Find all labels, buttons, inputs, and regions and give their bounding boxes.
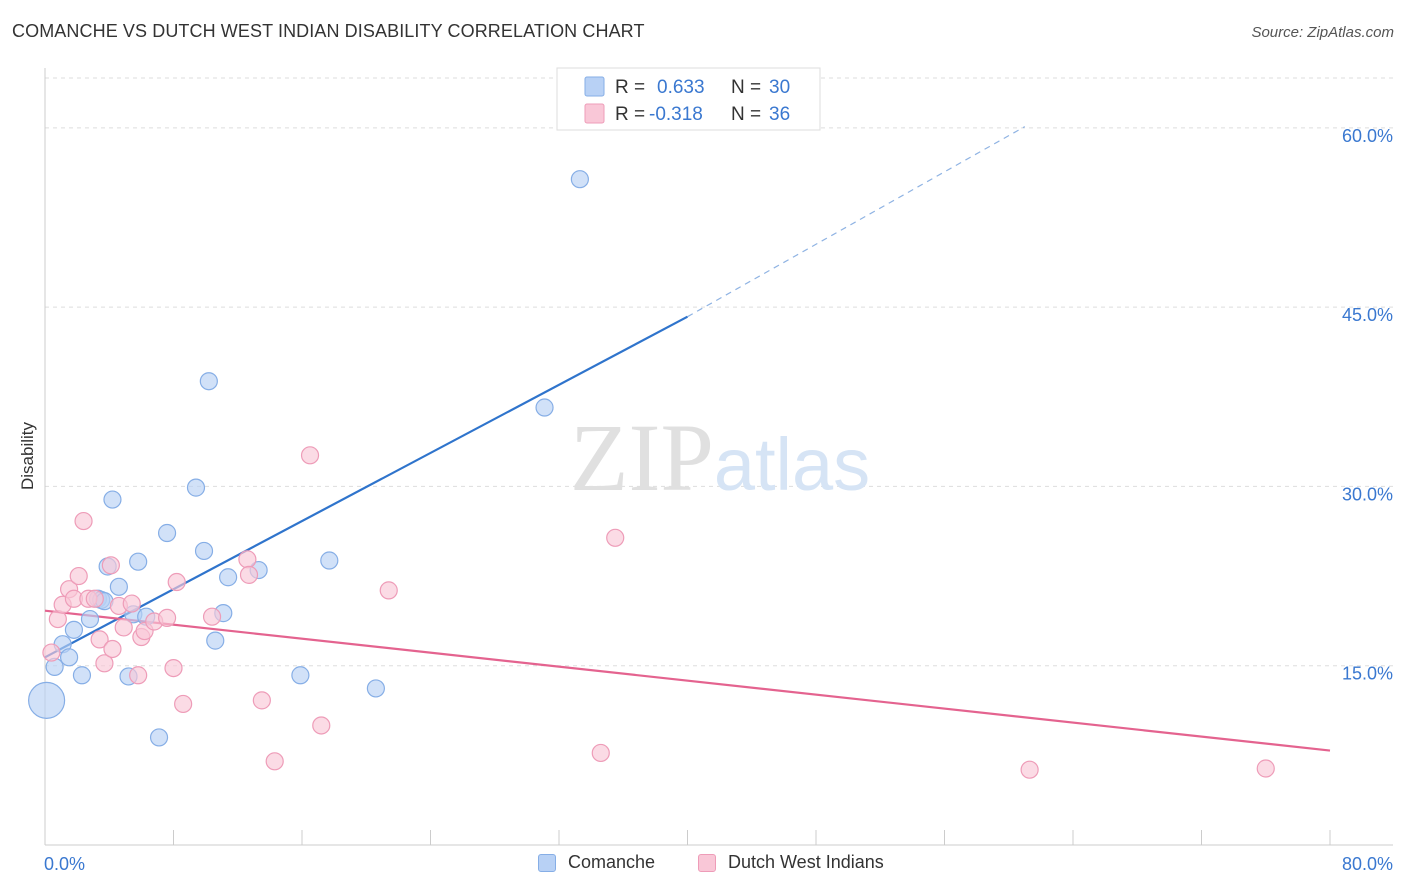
data-point-comanche: [72, 666, 92, 685]
data-point-comanche: [366, 679, 385, 698]
data-point-comanche: [291, 666, 310, 685]
data-point-comanche: [320, 551, 339, 570]
data-point-dutch: [85, 589, 104, 608]
trend-lines: [44, 126, 1331, 752]
watermark: ZIPatlas: [570, 404, 870, 511]
data-point-comanche: [157, 523, 177, 543]
data-point-comanche: [129, 552, 148, 571]
data-point-comanche: [194, 541, 214, 561]
axes: 15.0% 30.0% 45.0% 60.0% 0.0% 80.0%: [44, 68, 1393, 874]
data-point-comanche: [103, 490, 122, 509]
watermark-zip: ZIP: [570, 404, 714, 511]
legend-r-label: R =: [615, 104, 645, 125]
data-point-dutch: [95, 654, 114, 673]
x-tick-label: 80.0%: [1342, 854, 1393, 874]
bottom-legend-label-dutch: Dutch West Indians: [728, 852, 884, 872]
data-point-dutch: [69, 566, 88, 586]
data-point-comanche: [149, 728, 169, 747]
data-point-comanche: [186, 478, 206, 497]
legend-box: R = 0.633 N = 30 R = -0.318 N = 36: [556, 67, 821, 131]
x-tick-label: 0.0%: [44, 854, 85, 874]
data-point-dutch: [74, 511, 93, 531]
legend-row-comanche: R = 0.633 N = 30: [615, 77, 790, 98]
data-point-comanche: [219, 568, 238, 587]
data-point-dutch: [591, 743, 610, 763]
data-point-comanche: [206, 631, 225, 650]
bottom-legend-label-comanche: Comanche: [568, 852, 656, 872]
bottom-legend-dutch: Dutch West Indians: [698, 852, 884, 873]
data-point-dutch: [164, 658, 183, 678]
trend-line-comanche: [44, 315, 689, 659]
data-point-comanche: [64, 620, 84, 639]
data-point-dutch: [167, 572, 186, 592]
data-point-dutch: [1256, 759, 1275, 778]
legend-n-label: N =: [731, 77, 761, 98]
data-point-dutch: [103, 639, 122, 659]
data-point-dutch: [157, 608, 177, 627]
data-point-dutch: [606, 528, 625, 547]
y-tick-label: 60.0%: [1342, 126, 1393, 146]
data-point-dutch: [90, 630, 109, 649]
data-point-comanche: [59, 648, 79, 667]
data-point-comanche: [199, 372, 218, 391]
y-tick-label: 30.0%: [1342, 484, 1393, 504]
data-point-dutch: [101, 556, 120, 575]
bottom-legend-comanche: Comanche: [538, 852, 655, 873]
data-point-dutch: [42, 643, 61, 662]
data-points: [28, 170, 1275, 779]
data-point-dutch: [122, 594, 141, 613]
data-point-dutch: [379, 581, 398, 600]
data-point-comanche: [28, 681, 66, 719]
legend-row-dutch: R = -0.318 N = 36: [615, 104, 790, 125]
legend-n-value: 36: [769, 104, 790, 125]
data-point-dutch: [312, 716, 331, 735]
data-point-comanche: [80, 609, 100, 629]
y-tick-label: 45.0%: [1342, 305, 1393, 325]
trend-line-dutch: [44, 609, 1331, 752]
trend-line-comanche-extension: [687, 126, 1026, 318]
data-point-dutch: [300, 446, 320, 465]
legend-r-value: -0.318: [649, 104, 703, 125]
data-point-dutch: [1020, 760, 1039, 779]
legend-r-label: R =: [615, 77, 645, 98]
y-axis-label: Disability: [18, 421, 37, 490]
watermark-atlas: atlas: [714, 423, 870, 506]
legend-swatch-dutch: [584, 103, 605, 124]
legend-n-label: N =: [731, 104, 761, 125]
data-point-dutch: [239, 565, 259, 584]
data-point-dutch: [114, 618, 133, 637]
data-point-dutch: [252, 691, 271, 710]
legend-swatch-comanche: [584, 76, 605, 97]
data-point-dutch: [265, 752, 284, 771]
bottom-legend-swatch-dutch: [698, 853, 716, 872]
data-point-dutch: [202, 607, 222, 626]
data-point-comanche: [570, 170, 589, 189]
data-point-comanche: [535, 398, 554, 417]
chart-title: COMANCHE VS DUTCH WEST INDIAN DISABILITY…: [12, 21, 645, 41]
data-point-dutch: [129, 666, 148, 685]
bottom-legend-swatch-comanche: [538, 853, 556, 872]
chart-source: Source: ZipAtlas.com: [1251, 24, 1394, 41]
data-point-dutch: [238, 550, 257, 569]
y-tick-label: 15.0%: [1342, 664, 1393, 684]
data-point-dutch: [174, 694, 193, 714]
legend-n-value: 30: [769, 77, 790, 98]
data-point-comanche: [109, 577, 128, 596]
legend-r-value: 0.633: [657, 77, 705, 98]
